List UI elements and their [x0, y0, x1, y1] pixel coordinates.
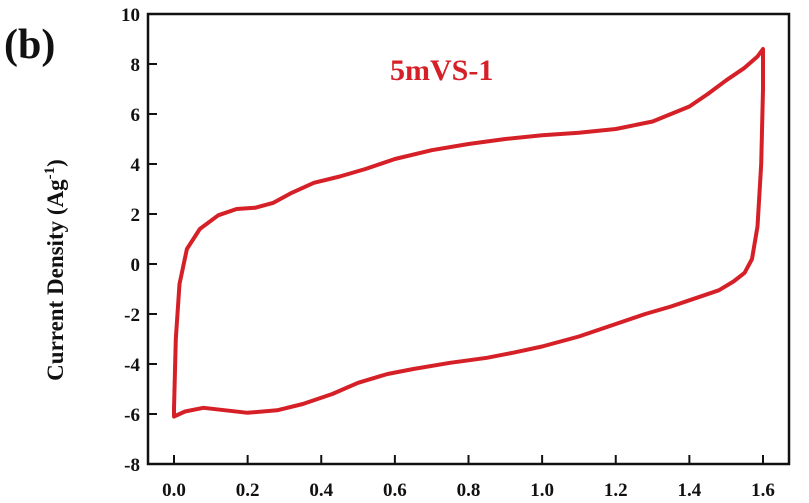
panel-label: (b)	[4, 22, 55, 68]
x-tick-label: 0.8	[457, 480, 481, 501]
cv-curve	[172, 47, 765, 419]
y-tick-label: -6	[124, 405, 140, 426]
y-tick-label: 10	[121, 5, 140, 26]
y-axis-title-superscript: -1	[42, 167, 58, 180]
y-tick-label: 2	[131, 205, 141, 226]
y-tick-label: 8	[131, 55, 141, 76]
y-axis-title-suffix: )	[43, 159, 68, 167]
x-tick-label: 0.6	[383, 480, 407, 501]
y-tick-label: 6	[131, 105, 141, 126]
y-tick-label: -2	[124, 305, 140, 326]
y-axis-title: Current Density (Ag-1)	[42, 159, 68, 381]
x-tick-label: 1.4	[678, 480, 702, 501]
y-tick-label: 4	[131, 155, 141, 176]
plot-frame	[146, 12, 791, 466]
scan-rate-annotation: 5mVS-1	[390, 54, 493, 87]
x-tick-label: 0.4	[309, 480, 333, 501]
y-tick-label: -8	[124, 455, 140, 476]
y-tick-label: 0	[131, 255, 141, 276]
x-tick-label: 1.0	[530, 480, 554, 501]
x-tick-label: 0.2	[236, 480, 260, 501]
y-tick-label: -4	[124, 355, 140, 376]
x-tick-label: 1.2	[604, 480, 628, 501]
plot-area	[172, 47, 765, 419]
axis-ticks: -8 -6 -4 -2 0 2 4 6 8 10 0.0 0.2 0.4 0.6 0.8 1.0 1.2 1.4 1…	[121, 5, 775, 501]
x-tick-label: 0.0	[162, 480, 186, 501]
x-tick-label: 1.6	[751, 480, 775, 501]
